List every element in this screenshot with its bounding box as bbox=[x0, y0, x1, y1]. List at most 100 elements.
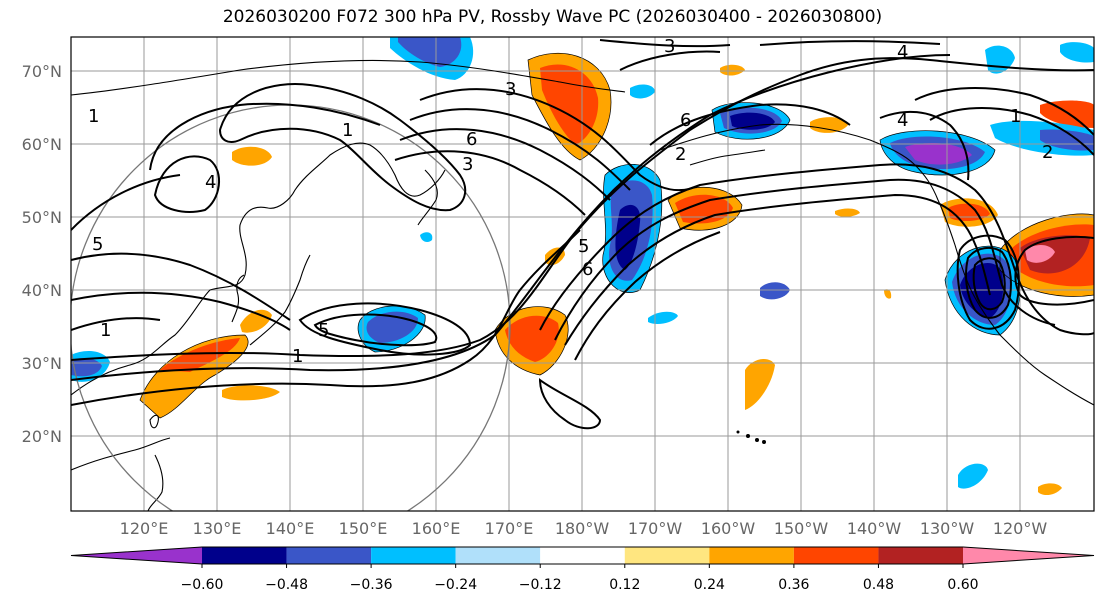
pv-contour bbox=[539, 163, 1094, 336]
pc-anomaly-positive bbox=[675, 194, 733, 224]
pv-contour bbox=[71, 54, 951, 381]
pv-contour bbox=[1014, 235, 1094, 306]
hawaii-islands bbox=[736, 430, 766, 444]
pc-anomaly-negative bbox=[905, 143, 972, 165]
pv-contour bbox=[419, 88, 701, 192]
coastline-aleutians bbox=[689, 149, 766, 166]
lat-label: 30°N bbox=[22, 354, 62, 373]
lat-label: 20°N bbox=[22, 427, 62, 446]
pc-anomaly-negative bbox=[1040, 129, 1094, 151]
pv-contour bbox=[965, 246, 1012, 319]
lat-label: 60°N bbox=[22, 135, 62, 154]
colorbar-tick-label: 0.12 bbox=[609, 577, 640, 593]
contour-label: 1 bbox=[292, 346, 303, 367]
pc-anomaly-negative bbox=[630, 84, 655, 99]
contour-label: 5 bbox=[318, 320, 329, 341]
lon-label: 160°E bbox=[412, 519, 461, 538]
contour-label: 6 bbox=[680, 110, 691, 131]
map-title: 2026030200 F072 300 hPa PV, Rossby Wave … bbox=[222, 7, 883, 27]
lon-label: 140°W bbox=[847, 519, 902, 538]
pc-anomaly-positive bbox=[835, 208, 860, 217]
map-frame bbox=[70, 36, 1095, 512]
lon-label: 170°W bbox=[628, 519, 683, 538]
lat-label: 70°N bbox=[22, 62, 62, 81]
contour-label: 1 bbox=[342, 120, 353, 141]
coastline-siberia bbox=[71, 59, 626, 96]
pv-contour bbox=[929, 107, 1094, 156]
pv-contour bbox=[399, 128, 611, 201]
pv-contour bbox=[619, 50, 721, 71]
pv-contour bbox=[574, 231, 721, 361]
lon-label: 160°W bbox=[701, 519, 756, 538]
pc-anomaly-negative bbox=[615, 204, 641, 270]
colorbar-segment bbox=[540, 547, 625, 564]
pc-anomaly-negative bbox=[960, 263, 1004, 318]
colorbar-segment bbox=[709, 547, 794, 564]
pv-contour bbox=[759, 40, 941, 46]
pv-contours bbox=[71, 39, 1094, 430]
colorbar-tick-label: −0.24 bbox=[434, 577, 477, 593]
contour-label: 6 bbox=[466, 129, 477, 150]
colorbar-segment bbox=[371, 547, 456, 564]
colorbar-tick-label: −0.36 bbox=[350, 577, 393, 593]
pv-contour bbox=[554, 178, 1056, 341]
colorbar-tick-label: −0.48 bbox=[265, 577, 308, 593]
pv-contour bbox=[972, 257, 1006, 311]
pc-anomaly-negative bbox=[398, 37, 462, 67]
pv-contour bbox=[649, 103, 851, 146]
contour-label: 2 bbox=[675, 144, 686, 165]
pv-contour bbox=[71, 291, 291, 331]
lon-label: 120°E bbox=[120, 519, 169, 538]
colorbar-tick-label: −0.12 bbox=[519, 577, 562, 593]
contour-label: 4 bbox=[205, 172, 216, 193]
lon-label: 130°W bbox=[920, 519, 975, 538]
pc-anomaly-positive bbox=[232, 146, 272, 166]
colorbar: −0.60 −0.48 −0.36 −0.24 −0.12 0.12 0.24 0.36 0.4… bbox=[70, 546, 1095, 593]
pv-contour bbox=[956, 234, 1020, 330]
contour-label: 3 bbox=[505, 79, 516, 100]
coastline-alaska bbox=[659, 123, 939, 201]
colorbar-segment bbox=[793, 547, 879, 564]
pc-anomaly-negative bbox=[730, 112, 775, 130]
lon-label: 180°W bbox=[555, 519, 610, 538]
pv-contour bbox=[914, 87, 1094, 136]
pc-anomaly-positive bbox=[1038, 483, 1062, 496]
lon-label: 130°E bbox=[193, 519, 242, 538]
pv-contour bbox=[394, 150, 586, 216]
coastline-china-south bbox=[71, 437, 171, 471]
colorbar-tick-label: 0.24 bbox=[694, 577, 725, 593]
colorbar-segment bbox=[878, 547, 963, 564]
pv-contour bbox=[599, 39, 731, 48]
colorbar-extend-low bbox=[71, 547, 202, 564]
colorbar-segment bbox=[202, 547, 287, 564]
pc-anomaly-positive bbox=[1020, 235, 1090, 274]
colorbar-tick-label: 0.48 bbox=[863, 577, 894, 593]
coastline-kamchatka bbox=[417, 169, 438, 226]
pv-contour bbox=[153, 155, 221, 213]
lat-label: 40°N bbox=[22, 281, 62, 300]
lon-label: 140°E bbox=[266, 519, 315, 538]
colorbar-extend-high bbox=[963, 547, 1094, 564]
pv-contour bbox=[313, 313, 438, 347]
coastline-korea bbox=[231, 274, 245, 323]
pv-contour bbox=[71, 252, 291, 321]
contour-label: 1 bbox=[1010, 106, 1021, 127]
pc-anomaly-positive bbox=[720, 64, 745, 76]
colorbar-segment bbox=[286, 547, 372, 564]
pc-anomaly-positive bbox=[745, 358, 775, 410]
pv-contour bbox=[409, 108, 631, 191]
graticule bbox=[71, 37, 1094, 511]
colorbar-tick-label: 0.60 bbox=[947, 577, 978, 593]
lon-label: 120°W bbox=[993, 519, 1048, 538]
contour-label: 3 bbox=[462, 154, 473, 175]
colorbar-tick-label: 0.36 bbox=[778, 577, 809, 593]
pc-anomaly-positive bbox=[222, 385, 280, 401]
pc-anomaly-negative bbox=[1060, 42, 1094, 63]
contour-label: 4 bbox=[897, 42, 908, 63]
coastline-taiwan bbox=[149, 414, 159, 429]
pv-contour bbox=[564, 193, 991, 346]
lon-label: 150°W bbox=[774, 519, 829, 538]
pc-anomaly-negative bbox=[420, 232, 433, 243]
pv-contour bbox=[71, 317, 161, 331]
